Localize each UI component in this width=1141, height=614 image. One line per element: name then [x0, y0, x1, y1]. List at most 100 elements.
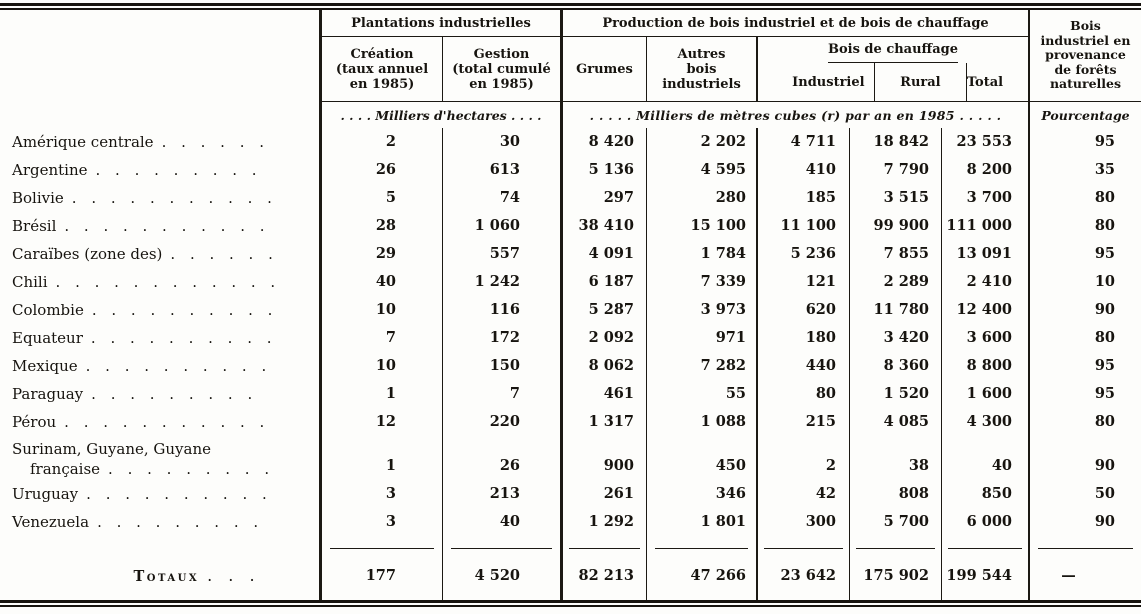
value-chauffage-industriel: 11 100: [758, 212, 850, 240]
value-gestion: 40: [443, 508, 563, 536]
value-chauffage-total: 6 000: [942, 508, 1030, 536]
value-grumes: 461: [563, 380, 647, 408]
totals-separator-rule: [850, 536, 942, 556]
country-name: Colombie: [12, 301, 84, 319]
totals-row: Totaux . . . 177 4 520 82 213 47 266 23 6…: [0, 556, 1141, 600]
total-chauffage-total: 199 544: [942, 556, 1030, 600]
table-row: Surinam, Guyane, Guyane française. . . .…: [0, 436, 1141, 480]
value-chauffage-total: 3 600: [942, 324, 1030, 352]
value-autres-bois: 1 784: [647, 240, 758, 268]
row-label-cell: Caraïbes (zone des) . . . . . .: [0, 240, 322, 268]
value-chauffage-total: 4 300: [942, 408, 1030, 436]
value-pourcentage: 95: [1094, 357, 1115, 374]
totals-separator-rule: [563, 536, 647, 556]
row-label-cell: Chili . . . . . . . . . . . .: [0, 268, 322, 296]
col-header-creation: Création (taux annuel en 1985): [322, 37, 443, 102]
table-body: Amérique centrale. . . . . . 2 30 8 420 …: [0, 128, 1141, 536]
value-gestion: 74: [443, 184, 563, 212]
value-grumes: 8 062: [563, 352, 647, 380]
value-gestion: 172: [443, 324, 563, 352]
total-chauffage-industriel: 23 642: [758, 556, 850, 600]
value-autres-bois: 1 088: [647, 408, 758, 436]
separator-stub: [0, 536, 322, 556]
value-autres-bois: 450: [647, 436, 758, 480]
table-top-rule-light: [0, 8, 1141, 10]
totals-separator-rule: [647, 536, 758, 556]
value-grumes: 1 292: [563, 508, 647, 536]
value-chauffage-total: 8 800: [942, 352, 1030, 380]
table-row: Amérique centrale. . . . . . 2 30 8 420 …: [0, 128, 1141, 156]
value-chauffage-total: 2 410: [942, 268, 1030, 296]
value-chauffage-industriel: 42: [758, 480, 850, 508]
value-chauffage-total: 1 600: [942, 380, 1030, 408]
row-label-cell: Venezuela . . . . . . . . .: [0, 508, 322, 536]
value-chauffage-total: 13 091: [942, 240, 1030, 268]
leader-dots: . . . . . . . . .: [97, 513, 260, 531]
leader-dots: . . . . . . . . .: [91, 385, 254, 403]
col-header-autres-bois: Autres bois industriels: [647, 37, 758, 102]
col-group-production-bois: Production de bois industriel et de bois…: [563, 10, 1030, 37]
value-pourcentage: 80: [1094, 329, 1115, 346]
value-chauffage-industriel: 121: [758, 268, 850, 296]
value-chauffage-industriel: 4 711: [758, 128, 850, 156]
row-label-cell: Mexique . . . . . . . . . .: [0, 352, 322, 380]
row-label-cell: Equateur . . . . . . . . . .: [0, 324, 322, 352]
country-name: Brésil: [12, 217, 57, 235]
value-autres-bois: 346: [647, 480, 758, 508]
country-name: Mexique: [12, 357, 78, 375]
country-name: Argentine: [12, 161, 88, 179]
leader-dots: . . . . . . . . . . . .: [55, 273, 277, 291]
totals-label: Totaux: [133, 568, 200, 585]
country-name: Amérique centrale: [12, 133, 154, 151]
totals-separator-rule: [942, 536, 1030, 556]
leader-dots: . . . . . . . . . .: [90, 329, 273, 347]
table-row: Equateur. . . . . . . . . . 7 172 2 092 …: [0, 324, 1141, 352]
leader-dots: . . . . . . . . . . .: [64, 217, 266, 235]
col-group-plantations-industrielles: Plantations industrielles: [322, 10, 563, 37]
value-chauffage-total: 40: [942, 436, 1030, 480]
totals-separator-rule: [1030, 536, 1141, 556]
totals-separator-rule: [758, 536, 850, 556]
value-gestion: 26: [443, 436, 563, 480]
col-header-bois-forets-naturelles: Bois industriel en provenance de forêts …: [1030, 10, 1141, 102]
row-label-cell: Amérique centrale . . . . . .: [0, 128, 322, 156]
value-chauffage-industriel: 300: [758, 508, 850, 536]
table-row: Caraïbes (zone des) . . . . . . 29 557 4 …: [0, 240, 1141, 268]
value-gestion: 557: [443, 240, 563, 268]
country-name: Paraguay: [12, 385, 84, 403]
row-label-cell: Surinam, Guyane, Guyane française. . . .…: [0, 436, 322, 480]
table-top-rule-heavy: [0, 3, 1141, 6]
value-creation: 3: [322, 480, 443, 508]
value-pourcentage: 80: [1094, 189, 1115, 206]
leader-dots: . . . . . .: [170, 245, 274, 263]
value-creation: 10: [322, 352, 443, 380]
value-chauffage-total: 23 553: [942, 128, 1030, 156]
value-pourcentage: 50: [1094, 485, 1115, 502]
value-chauffage-industriel: 410: [758, 156, 850, 184]
leader-dots: . . . . . . . . . .: [85, 357, 268, 375]
table-row: Paraguay. . . . . . . . . 1 7 461 55 80 …: [0, 380, 1141, 408]
value-autres-bois: 7 282: [647, 352, 758, 380]
value-grumes: 8 420: [563, 128, 647, 156]
country-name: Bolivie: [12, 189, 64, 207]
units-row: . . . . Milliers d'hectares . . . . . . …: [0, 102, 1141, 128]
total-grumes: 82 213: [563, 556, 647, 600]
leader-dots: . . . . . . . . .: [108, 460, 271, 478]
value-chauffage-total: 3 700: [942, 184, 1030, 212]
table-bottom-rule-heavy: [0, 600, 1141, 603]
totals-label-cell: Totaux . . .: [0, 556, 322, 600]
value-chauffage-rural: 2 289: [850, 268, 942, 296]
country-name: Surinam, Guyane, Guyane française: [12, 440, 211, 478]
value-pourcentage: 10: [1094, 273, 1115, 290]
row-label-cell: Uruguay . . . . . . . . . .: [0, 480, 322, 508]
value-pourcentage: 90: [1094, 457, 1115, 474]
value-creation: 12: [322, 408, 443, 436]
units-milliers-metres-cubes: . . . . . Milliers de mètres cubes (r) p…: [563, 102, 1030, 128]
total-autres-bois: 47 266: [647, 556, 758, 600]
col-header-gestion: Gestion (total cumulé en 1985): [443, 37, 563, 102]
value-grumes: 297: [563, 184, 647, 212]
value-gestion: 613: [443, 156, 563, 184]
value-chauffage-rural: 7 790: [850, 156, 942, 184]
col-header-industriel: Industriel: [783, 63, 875, 101]
value-autres-bois: 1 801: [647, 508, 758, 536]
